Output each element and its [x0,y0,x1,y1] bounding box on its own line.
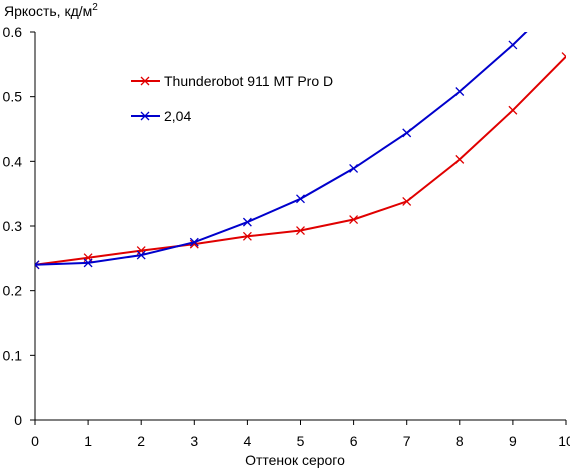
series-layer [35,32,566,270]
series-0-point-7 [402,196,412,206]
series-1-point-5 [296,194,305,204]
x-tick-label-6: 6 [350,433,358,449]
y-tick-label-6: 0.6 [3,24,23,40]
legend-marker-thunderobot [140,76,150,86]
y-axis-title: Яркость, кд/м2 [4,2,98,19]
x-tick-label-1: 1 [84,433,92,449]
y-ticks: 0 0.1 0.2 0.3 0.4 0.5 0.6 [3,24,35,428]
y-tick-label-0: 0 [14,412,22,428]
series-1-point-4 [242,217,252,227]
x-tick-label-9: 9 [509,433,517,449]
series-1-point-6 [349,163,359,173]
series-1-point-3 [189,237,199,247]
x-axis-title: Оттенок серого [245,452,345,468]
legend-item-thunderobot: Thunderobot 911 MT Pro D [131,73,333,89]
axes [34,32,566,421]
series-1-point-2 [136,250,146,260]
x-tick-label-8: 8 [456,433,464,449]
legend-item-204: 2,04 [131,108,191,124]
series-0-point-9 [508,105,518,115]
series-0-point-10 [561,52,566,62]
y-tick-label-3: 0.3 [3,218,23,234]
x-tick-label-5: 5 [297,433,305,449]
series-1-point-7 [402,128,412,138]
series-0-point-8 [455,154,465,164]
x-ticks: 0 1 2 3 4 5 6 7 8 9 10 [31,420,570,449]
series-1-point-9 [508,40,518,50]
series-0-point-5 [296,226,305,235]
x-tick-label-0: 0 [31,433,39,449]
series-1-point-0 [35,260,40,270]
legend: Thunderobot 911 MT Pro D 2,04 [131,73,333,124]
x-tick-label-2: 2 [137,433,145,449]
x-tick-label-3: 3 [190,433,198,449]
legend-marker-204 [140,111,150,121]
series-0-point-4 [242,231,252,241]
x-tick-label-7: 7 [403,433,411,449]
legend-label-204: 2,04 [164,108,191,124]
y-tick-label-5: 0.5 [3,89,23,105]
series-line-1 [35,32,528,266]
series-1-point-8 [455,87,465,96]
series-0-point-6 [349,215,359,224]
y-tick-label-4: 0.4 [3,153,23,169]
x-tick-label-4: 4 [244,433,252,449]
x-tick-label-10: 10 [558,433,570,449]
legend-label-thunderobot: Thunderobot 911 MT Pro D [164,73,333,89]
series-1-point-1 [83,258,93,268]
y-tick-label-1: 0.1 [3,347,23,363]
y-tick-label-2: 0.2 [3,283,23,299]
